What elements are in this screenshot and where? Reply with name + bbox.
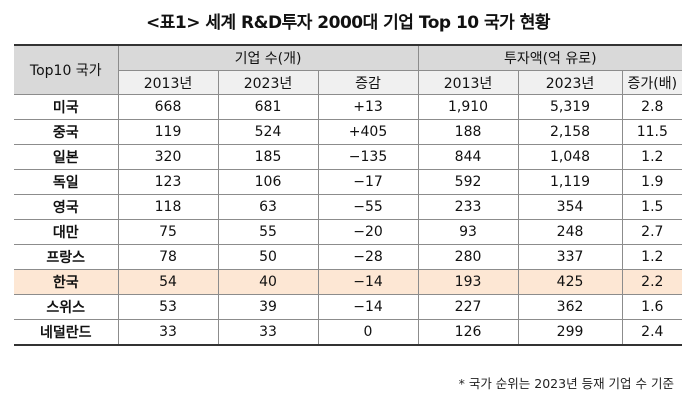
companies-2013-cell: 54 — [117, 269, 219, 295]
table-row: 프랑스 78 50 −28 280 337 1.2 — [14, 244, 683, 270]
table-row: 미국 668 681 +13 1,910 5,319 2.8 — [14, 94, 683, 120]
country-cell: 스위스 — [14, 294, 119, 320]
investment-growth-cell: 2.7 — [621, 219, 683, 245]
companies-2013-cell: 33 — [117, 319, 219, 346]
companies-change-cell: 0 — [317, 319, 419, 346]
companies-change-cell: +405 — [317, 119, 419, 145]
investment-2023-cell: 425 — [517, 269, 623, 295]
companies-2023-cell: 63 — [217, 194, 319, 220]
companies-2023-cell: 185 — [217, 144, 319, 170]
table-row: 독일 123 106 −17 592 1,119 1.9 — [14, 169, 683, 195]
header-country: Top10 국가 — [14, 44, 119, 95]
companies-change-cell: +13 — [317, 94, 419, 120]
investment-growth-cell: 1.5 — [621, 194, 683, 220]
investment-2023-cell: 354 — [517, 194, 623, 220]
companies-2013-cell: 75 — [117, 219, 219, 245]
investment-2013-cell: 188 — [417, 119, 519, 145]
companies-2013-cell: 668 — [117, 94, 219, 120]
investment-2013-cell: 93 — [417, 219, 519, 245]
investment-2013-cell: 844 — [417, 144, 519, 170]
investment-growth-cell: 1.6 — [621, 294, 683, 320]
investment-growth-cell: 1.2 — [621, 244, 683, 270]
country-cell: 한국 — [14, 269, 119, 295]
companies-2013-cell: 118 — [117, 194, 219, 220]
companies-2023-cell: 524 — [217, 119, 319, 145]
header-investment-growth: 증가(배) — [621, 70, 683, 95]
companies-change-cell: −14 — [317, 294, 419, 320]
companies-2023-cell: 106 — [217, 169, 319, 195]
table-row: 한국 54 40 −14 193 425 2.2 — [14, 269, 683, 295]
footnote: * 국가 순위는 2023년 등재 기업 수 기준 — [458, 376, 674, 391]
companies-2023-cell: 40 — [217, 269, 319, 295]
country-cell: 프랑스 — [14, 244, 119, 270]
table-row: 네덜란드 33 33 0 126 299 2.4 — [14, 319, 683, 346]
header-companies-group: 기업 수(개) — [117, 44, 419, 71]
header-companies-change: 증감 — [317, 70, 419, 95]
table-row: 스위스 53 39 −14 227 362 1.6 — [14, 294, 683, 320]
investment-2023-cell: 362 — [517, 294, 623, 320]
header-companies-2013: 2013년 — [118, 70, 219, 95]
companies-change-cell: −28 — [317, 244, 419, 270]
investment-2013-cell: 233 — [417, 194, 519, 220]
companies-change-cell: −14 — [317, 269, 419, 295]
table-row: 중국 119 524 +405 188 2,158 11.5 — [14, 119, 683, 145]
investment-2023-cell: 1,048 — [517, 144, 623, 170]
country-cell: 네덜란드 — [14, 319, 119, 346]
country-cell: 중국 — [14, 119, 119, 145]
investment-growth-cell: 2.2 — [621, 269, 683, 295]
companies-2023-cell: 39 — [217, 294, 319, 320]
investment-2023-cell: 337 — [517, 244, 623, 270]
investment-growth-cell: 1.9 — [621, 169, 683, 195]
companies-2023-cell: 33 — [217, 319, 319, 346]
companies-2023-cell: 55 — [217, 219, 319, 245]
investment-2013-cell: 280 — [417, 244, 519, 270]
investment-2013-cell: 193 — [417, 269, 519, 295]
companies-change-cell: −20 — [317, 219, 419, 245]
country-cell: 독일 — [14, 169, 119, 195]
companies-change-cell: −55 — [317, 194, 419, 220]
investment-2023-cell: 248 — [517, 219, 623, 245]
investment-2013-cell: 1,910 — [417, 94, 519, 120]
country-cell: 영국 — [14, 194, 119, 220]
country-cell: 대만 — [14, 219, 119, 245]
investment-2013-cell: 227 — [417, 294, 519, 320]
companies-change-cell: −17 — [317, 169, 419, 195]
investment-2023-cell: 5,319 — [517, 94, 623, 120]
country-cell: 미국 — [14, 94, 119, 120]
companies-2013-cell: 320 — [117, 144, 219, 170]
companies-2013-cell: 78 — [117, 244, 219, 270]
country-cell: 일본 — [14, 144, 119, 170]
investment-2023-cell: 2,158 — [517, 119, 623, 145]
investment-growth-cell: 2.4 — [621, 319, 683, 346]
table-body: 미국 668 681 +13 1,910 5,319 2.8 중국 119 524 +405 188 2… — [14, 94, 683, 346]
investment-growth-cell: 1.2 — [621, 144, 683, 170]
companies-change-cell: −135 — [317, 144, 419, 170]
table-row: 일본 320 185 −135 844 1,048 1.2 — [14, 144, 683, 170]
header-investment-group: 투자액(억 유로) — [417, 44, 683, 71]
investment-2023-cell: 1,119 — [517, 169, 623, 195]
companies-2013-cell: 123 — [117, 169, 219, 195]
companies-2013-cell: 53 — [117, 294, 219, 320]
investment-2023-cell: 299 — [517, 319, 623, 346]
table-row: 영국 118 63 −55 233 354 1.5 — [14, 194, 683, 220]
investment-2013-cell: 592 — [417, 169, 519, 195]
investment-growth-cell: 2.8 — [621, 94, 683, 120]
table-row: 대만 75 55 −20 93 248 2.7 — [14, 219, 683, 245]
investment-2013-cell: 126 — [417, 319, 519, 346]
table-title: <표1> 세계 R&D투자 2000대 기업 Top 10 국가 현황 — [145, 13, 551, 33]
header-investment-2013: 2013년 — [417, 70, 519, 95]
companies-2023-cell: 681 — [217, 94, 319, 120]
header-investment-2023: 2023년 — [517, 70, 623, 95]
header-companies-2023: 2023년 — [217, 70, 319, 95]
rnd-top10-table: Top10 국가 기업 수(개) 투자액(억 유로) 2013년 2023년 증… — [14, 44, 683, 346]
companies-2013-cell: 119 — [117, 119, 219, 145]
companies-2023-cell: 50 — [217, 244, 319, 270]
investment-growth-cell: 11.5 — [621, 119, 683, 145]
